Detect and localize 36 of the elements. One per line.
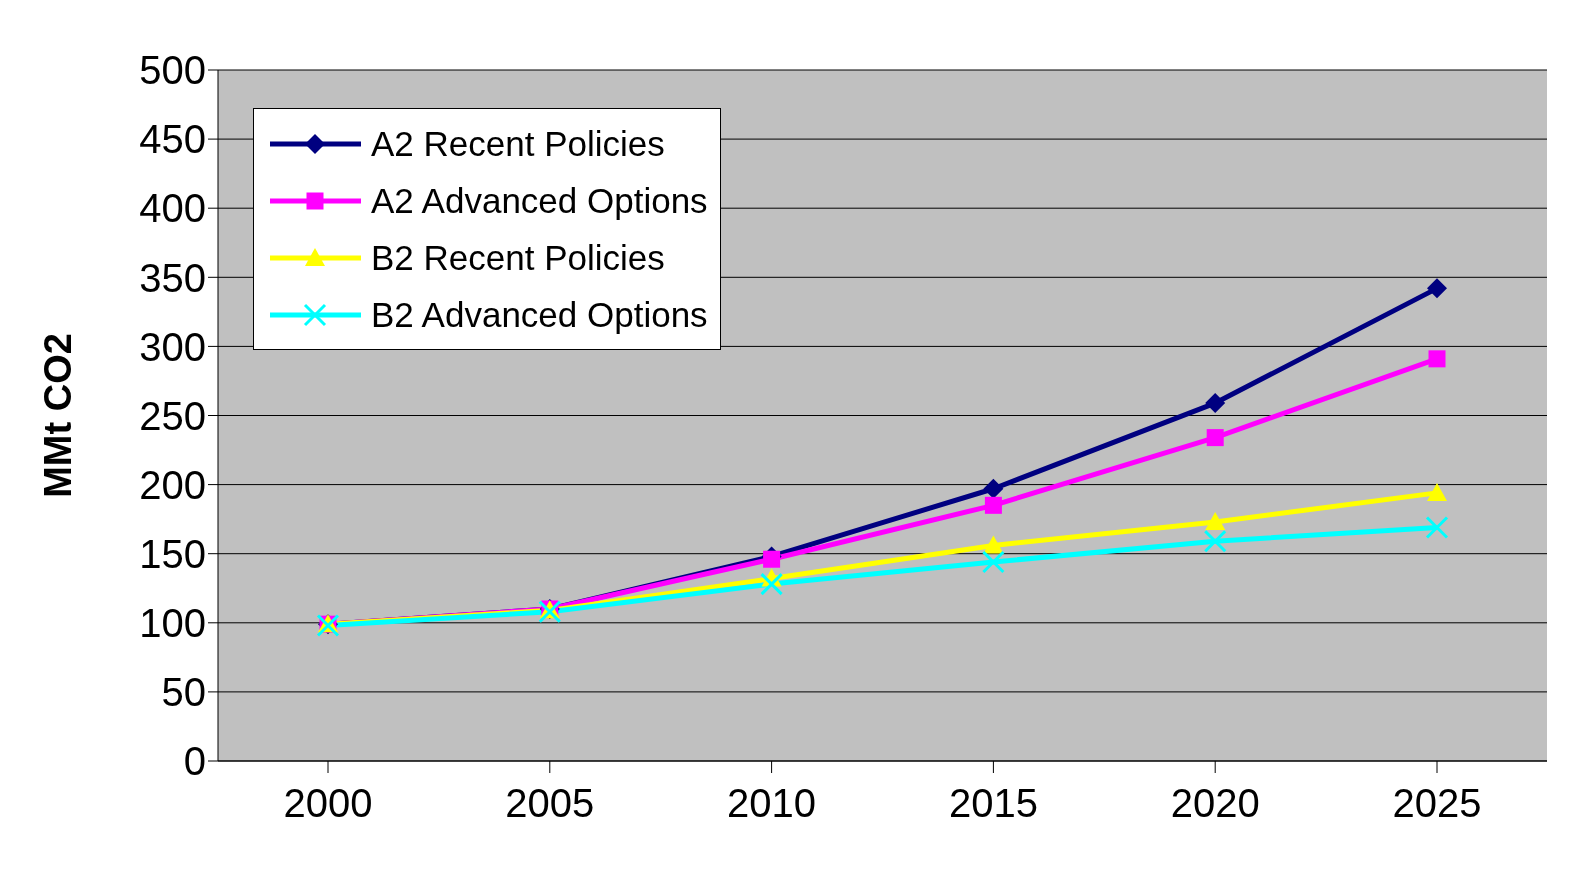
y-axis-title: MMt CO2	[37, 333, 80, 498]
point	[1205, 393, 1226, 414]
point	[1427, 482, 1447, 501]
x-tick-label: 2005	[505, 781, 595, 826]
x-tick-label: 2010	[727, 781, 817, 826]
y-tick-label: 200	[139, 462, 206, 507]
point	[983, 478, 1004, 499]
point	[760, 572, 784, 596]
legend-label: A2 Recent Policies	[371, 123, 665, 164]
point	[1205, 511, 1226, 530]
y-tick-label: 0	[183, 739, 206, 784]
x-tick-label: 2015	[948, 781, 1038, 826]
point	[1206, 429, 1224, 447]
y-tick-label: 300	[139, 324, 206, 369]
y-tick-label: 100	[139, 601, 206, 645]
point	[1428, 350, 1446, 368]
y-tick-label: 400	[139, 186, 206, 231]
y-tick-label: 250	[139, 393, 206, 438]
legend-label: A2 Advanced Options	[371, 180, 708, 221]
y-tick-label: 500	[139, 48, 206, 93]
y-tick-label: 350	[139, 255, 206, 300]
x-tick-label: 2020	[1170, 781, 1260, 826]
y-tick-label: 150	[139, 531, 206, 576]
y-tick-label: 50	[161, 670, 206, 715]
legend-label: B2 Advanced Options	[371, 294, 708, 335]
point	[981, 550, 1005, 574]
point	[538, 600, 562, 624]
point	[983, 535, 1004, 554]
point	[1203, 529, 1227, 553]
x-tick-label: 2025	[1392, 781, 1482, 826]
point	[1427, 278, 1447, 299]
legend-label: B2 Recent Policies	[371, 237, 665, 278]
x-tick-label: 2000	[283, 781, 373, 826]
point	[984, 496, 1002, 514]
y-tick-label: 450	[139, 117, 206, 162]
point	[1425, 515, 1449, 539]
